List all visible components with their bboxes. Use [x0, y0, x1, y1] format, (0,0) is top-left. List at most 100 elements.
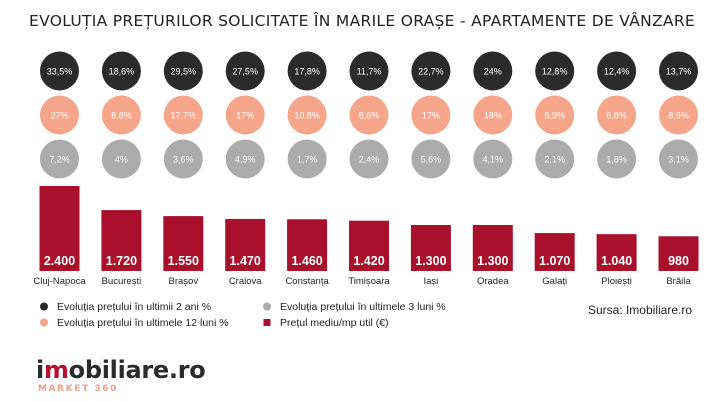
circle-12m-label: 17% — [422, 111, 440, 121]
bar — [349, 220, 389, 271]
circle-12m — [597, 95, 637, 135]
circle-2y — [349, 51, 389, 91]
circle-2y-label: 33,5% — [47, 67, 73, 77]
circle-3m-label: 1,7% — [297, 155, 318, 165]
circle-3m-label: 1,8% — [606, 155, 627, 165]
circle-12m — [287, 95, 327, 135]
circle-12m-label: 6,8% — [606, 111, 627, 121]
circle-3m-label: 4% — [115, 155, 128, 165]
circle-3m — [659, 139, 698, 179]
circle-3m-label: 4,1% — [483, 155, 504, 165]
circle-12m — [101, 95, 141, 135]
bar — [225, 218, 266, 271]
category-label: Cluj-Napoca — [33, 276, 86, 287]
circle-3m — [473, 139, 513, 179]
circle-2y-label: 22,7% — [418, 67, 444, 77]
bar-value-label: 1.040 — [601, 254, 632, 268]
chart-title: EVOLUȚIA PREȚURILOR SOLICITATE ÎN MARILE… — [29, 11, 695, 30]
bar — [534, 233, 575, 271]
brand-subtitle: MARKET 360 — [38, 384, 119, 394]
circle-12m — [411, 95, 451, 135]
bar-value-label: 1.470 — [230, 254, 261, 268]
legend-marker — [40, 302, 48, 311]
category-label: Timișoara — [348, 276, 390, 287]
category-label: Iași — [424, 276, 439, 287]
bar-value-label: 1.420 — [353, 254, 384, 268]
bar — [596, 234, 637, 271]
circle-12m — [473, 95, 513, 135]
circle-2y — [411, 51, 451, 91]
circle-2y-label: 12,8% — [542, 67, 568, 77]
bar — [101, 210, 142, 271]
category-label: Constanța — [285, 276, 329, 287]
circle-2y-label: 24% — [484, 67, 502, 77]
category-label: Brăila — [666, 276, 691, 287]
source-note: Sursa: Imobiliare.ro — [588, 303, 692, 317]
brand-accent: m — [43, 356, 69, 384]
circle-2y-label: 29,5% — [171, 67, 197, 77]
circle-2y-label: 13,7% — [666, 67, 692, 77]
brand-prefix: i — [36, 356, 44, 384]
category-label: Galați — [542, 276, 567, 287]
circle-3m — [349, 139, 389, 179]
circle-12m-label: 5,9% — [544, 111, 565, 121]
bar-value-label: 1.300 — [477, 254, 508, 268]
circle-2y-label: 18,6% — [109, 67, 135, 77]
category-label: Brașov — [169, 276, 199, 287]
bar-value-label: 1.720 — [106, 254, 137, 268]
category-label: Oradea — [477, 276, 509, 287]
circle-12m-label: 10,8% — [294, 111, 320, 121]
circle-3m — [535, 139, 575, 179]
bar-value-label: 980 — [668, 254, 689, 268]
circle-12m-label: 17,7% — [171, 111, 197, 121]
circle-3m — [101, 139, 141, 179]
circle-3m-label: 2,1% — [544, 155, 565, 165]
circle-12m-label: 17% — [236, 111, 254, 121]
circle-2y — [101, 51, 141, 91]
circle-12m — [225, 95, 265, 135]
circle-2y — [163, 51, 203, 91]
circle-3m — [287, 139, 327, 179]
circle-2y-label: 11,7% — [357, 67, 382, 77]
bar-value-label: 1.460 — [291, 254, 322, 268]
bar-value-label: 2.400 — [44, 254, 75, 268]
bar — [472, 224, 513, 271]
legend-label: Evoluția prețului în ultimele 12 luni % — [57, 317, 229, 329]
circle-2y — [225, 51, 265, 91]
bar-value-label: 1.300 — [415, 254, 446, 268]
bar — [163, 216, 204, 271]
circle-3m — [597, 139, 637, 179]
circle-3m-label: 3,6% — [173, 155, 194, 165]
bar — [39, 186, 80, 271]
legend-label: Prețul mediu/mp util (€) — [280, 317, 389, 329]
legend-label: Evoluția prețului în ultimii 2 ani % — [57, 301, 211, 313]
circle-2y — [473, 51, 513, 91]
circle-2y-label: 27,5% — [232, 67, 258, 77]
circle-12m-label: 18% — [484, 111, 502, 121]
circle-3m — [225, 139, 265, 179]
circle-3m — [163, 139, 203, 179]
circle-2y-label: 12,4% — [604, 67, 630, 77]
circle-3m-label: 4,9% — [235, 155, 256, 165]
circle-3m — [40, 139, 79, 179]
bar-value-label: 1.550 — [168, 254, 199, 268]
circle-2y — [40, 51, 79, 91]
circle-12m-label: 8,8% — [111, 111, 132, 121]
circle-2y — [659, 51, 698, 91]
circle-3m — [411, 139, 451, 179]
circle-12m — [535, 95, 575, 135]
circle-3m-label: 2,4% — [359, 155, 380, 165]
circle-12m-label: 8,9% — [668, 111, 689, 121]
brand-rest: obiliare.ro — [68, 356, 206, 384]
circle-3m-label: 7,2% — [49, 155, 70, 165]
circle-2y-label: 17,8% — [294, 67, 320, 77]
circle-3m-label: 3,1% — [668, 155, 689, 165]
category-label: Ploiești — [601, 276, 632, 287]
circle-2y — [597, 51, 637, 91]
circle-12m-label: 8,6% — [359, 111, 380, 121]
circle-2y — [287, 51, 327, 91]
circle-3m-label: 5,6% — [421, 155, 442, 165]
circle-2y — [535, 51, 575, 91]
brand-logo: imobiliare.ro — [36, 356, 206, 384]
